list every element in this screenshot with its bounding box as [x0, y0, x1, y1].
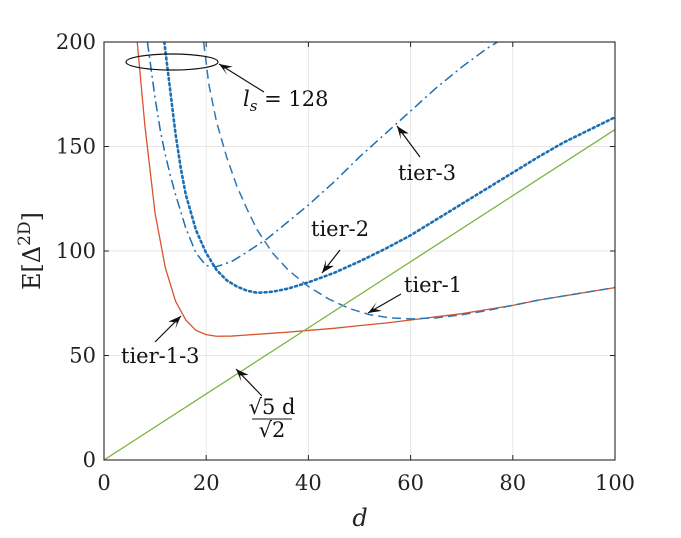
y-tick-label: 200 — [56, 30, 96, 54]
y-axis-title: E[Δ2D] — [15, 212, 46, 290]
linear-arrow-head — [236, 369, 249, 382]
series-line-tier2 — [163, 42, 615, 295]
x-axis-title: d — [352, 504, 367, 532]
tier1-label: tier-1 — [404, 273, 462, 297]
x-tick-label: 80 — [499, 471, 526, 495]
y-tick-label: 100 — [56, 239, 96, 263]
tier1-arrow-head — [368, 302, 382, 313]
y-axis-title-sup: 2D — [15, 221, 35, 245]
tier2-arrow-head — [322, 259, 334, 273]
series-layer — [104, 42, 615, 460]
grid-layer — [103, 41, 616, 461]
y-axis-title-suffix: ] — [18, 212, 46, 221]
arrow-layer — [154, 63, 421, 397]
tier13-arrow-head — [168, 316, 181, 329]
ls-ellipse — [125, 53, 219, 71]
tier13-label: tier-1-3 — [121, 344, 200, 368]
y-tick-label: 150 — [56, 135, 96, 159]
y-axis-title-prefix: E[Δ — [18, 246, 46, 290]
series-line-tier1 — [202, 42, 615, 320]
tier3-arrow-head — [397, 126, 409, 140]
ls-arrow-head — [219, 64, 233, 76]
ls-label-rest: = 128 — [257, 87, 328, 111]
formula-numerator: √5 d — [249, 395, 296, 419]
tick-layer: 0 20 40 60 80 100 0 50 100 150 200 — [56, 30, 635, 495]
tier3-label: tier-3 — [398, 161, 456, 185]
series-line-tier3 — [146, 42, 498, 268]
series-line-linear — [104, 129, 615, 460]
formula-denominator: √2 — [259, 418, 286, 442]
x-tick-label: 40 — [295, 471, 322, 495]
ls-label-l: l — [243, 87, 250, 111]
x-tick-label: 0 — [97, 471, 110, 495]
tier2-label: tier-2 — [311, 217, 369, 241]
y-tick-label: 0 — [83, 448, 96, 472]
ls-label-sub: s — [250, 97, 258, 115]
y-tick-label: 50 — [69, 344, 96, 368]
ls-arrow-shaft — [218, 63, 265, 93]
ls-label: ls = 128 — [243, 87, 328, 115]
x-tick-label: 60 — [397, 471, 424, 495]
x-tick-label: 20 — [193, 471, 220, 495]
x-tick-label: 100 — [595, 471, 635, 495]
